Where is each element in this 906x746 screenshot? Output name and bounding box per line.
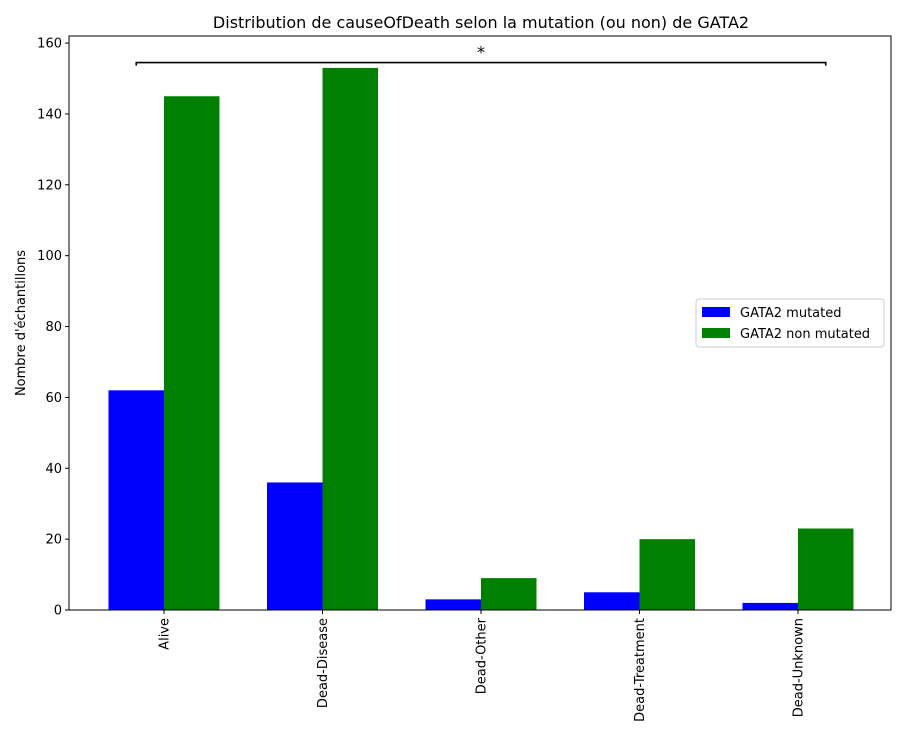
bar-non-mutated-alive [164, 96, 220, 611]
legend-swatch-non-mutated [702, 328, 730, 338]
y-tick-label: 40 [45, 462, 62, 477]
x-tick-label: Dead-Unknown [792, 618, 807, 717]
y-axis: 0 20 40 60 80 100 120 140 160 [37, 37, 69, 619]
bar-non-mutated-dead-disease [322, 67, 378, 610]
y-tick-label: 140 [37, 107, 62, 122]
x-tick-label: Dead-Other [475, 617, 490, 694]
significance-label: * [477, 43, 485, 62]
legend-label-non-mutated: GATA2 non mutated [740, 327, 870, 342]
significance-line [135, 61, 827, 66]
legend-box [695, 298, 885, 348]
plot-frame [68, 35, 892, 611]
x-tick-label: Dead-Treatment [633, 618, 648, 722]
bar-mutated-dead-unknown [742, 602, 798, 610]
significance-bracket: * [135, 43, 827, 66]
y-tick-label: 60 [45, 391, 62, 406]
legend-label-mutated: GATA2 mutated [740, 306, 842, 321]
y-tick-label: 20 [45, 533, 62, 548]
bar-non-mutated-dead-unknown [798, 528, 854, 610]
bar-non-mutated-dead-other [481, 578, 537, 610]
y-axis-label: Nombre d'échantillons [14, 250, 29, 396]
chart-title: Distribution de causeOfDeath selon la mu… [213, 13, 749, 32]
bar-mutated-dead-treatment [584, 592, 640, 610]
legend-swatch-mutated [702, 307, 730, 317]
legend: GATA2 mutated GATA2 non mutated [695, 298, 885, 348]
bar-mutated-dead-other [425, 599, 481, 610]
y-tick-label: 100 [37, 249, 62, 264]
bars-group [108, 67, 854, 611]
bar-mutated-alive [108, 390, 164, 610]
bar-non-mutated-dead-treatment [639, 539, 695, 610]
y-tick-label: 0 [54, 604, 62, 619]
y-tick-label: 160 [37, 37, 62, 52]
y-tick-label: 120 [37, 178, 62, 193]
bar-mutated-dead-disease [267, 482, 323, 610]
y-tick-label: 80 [45, 320, 62, 335]
x-tick-label: Dead-Disease [316, 618, 331, 708]
x-tick-label: Alive [158, 618, 173, 650]
x-axis: Alive Dead-Disease Dead-Other Dead-Treatmen… [158, 610, 807, 722]
